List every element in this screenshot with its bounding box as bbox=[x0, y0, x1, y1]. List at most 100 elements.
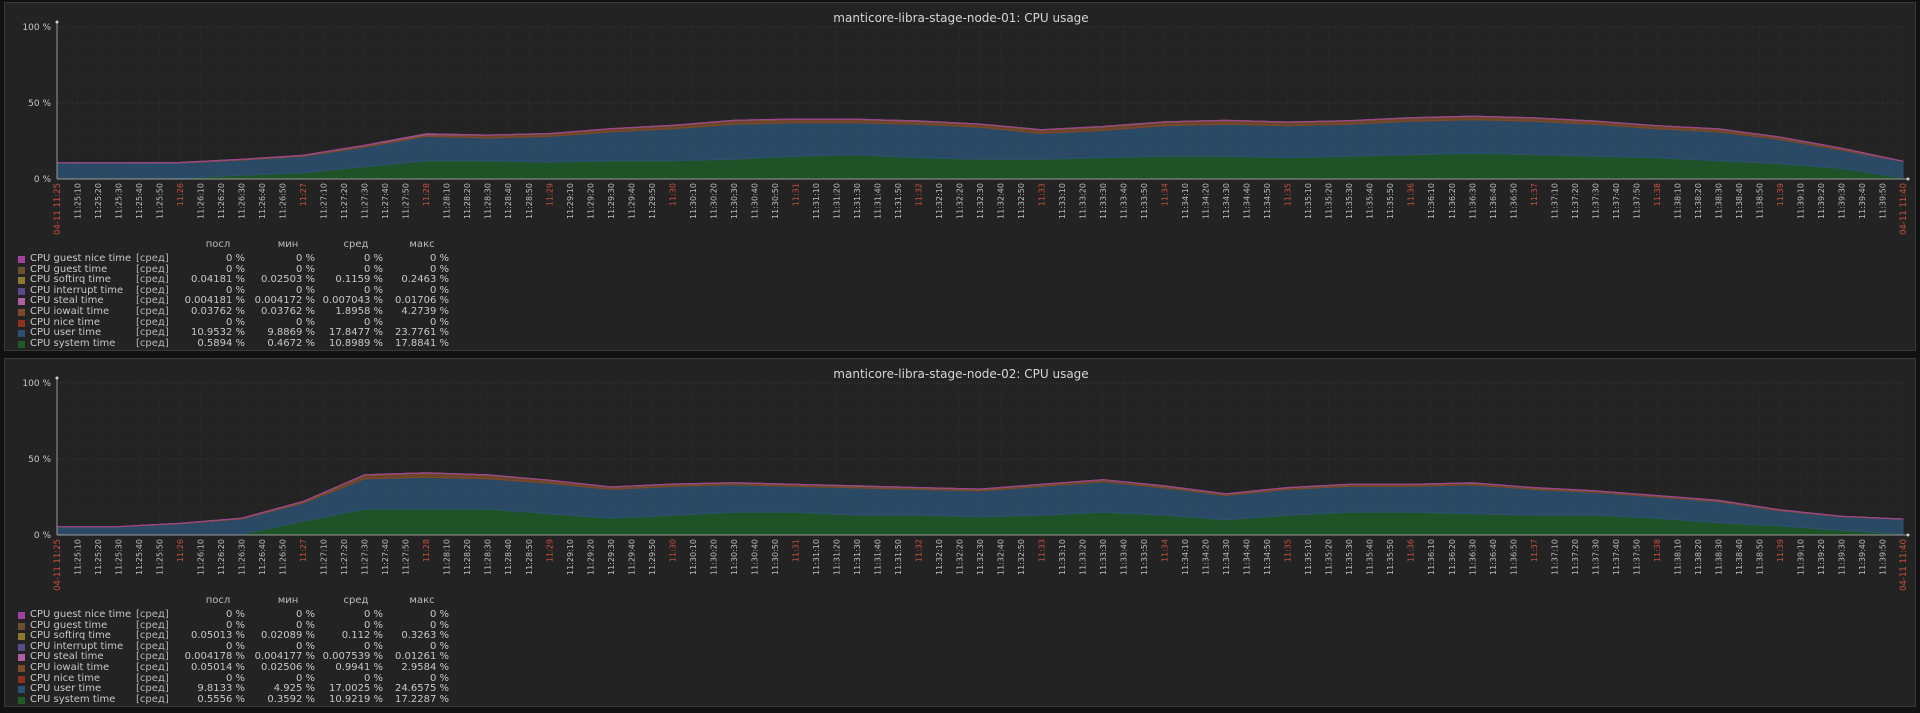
legend-column-header: сред bbox=[343, 239, 369, 250]
x-tick-label: 11:35 bbox=[1284, 539, 1293, 562]
legend-series-name: CPU user time bbox=[30, 327, 102, 339]
x-tick-label: 11:26:40 bbox=[258, 183, 267, 219]
legend-avg-value: 0.007539 % bbox=[322, 651, 383, 663]
x-tick-label: 11:37:10 bbox=[1550, 539, 1559, 575]
y-tick-label: 0 % bbox=[34, 531, 52, 541]
x-tick-label: 11:39:10 bbox=[1796, 539, 1805, 575]
legend-max-value: 0.01261 % bbox=[394, 651, 449, 663]
x-tick-label: 11:28:10 bbox=[443, 183, 452, 219]
x-tick-label: 11:30:30 bbox=[730, 539, 739, 575]
x-tick-label: 11:35:30 bbox=[1345, 539, 1354, 575]
legend-max-value: 0.01706 % bbox=[394, 295, 449, 307]
legend-column-header: макс bbox=[409, 239, 435, 250]
legend-avg-value: 17.8477 % bbox=[328, 327, 383, 339]
legend-color-swatch bbox=[18, 686, 25, 694]
legend-min-value: 0.3592 % bbox=[267, 693, 315, 705]
legend-series-name: CPU softirq time bbox=[30, 630, 111, 642]
x-tick-label: 11:30:10 bbox=[689, 539, 698, 575]
legend-min-value: 0 % bbox=[295, 609, 315, 620]
x-tick-label: 11:33:30 bbox=[1099, 183, 1108, 219]
legend-last-value: 0 % bbox=[225, 619, 245, 631]
legend-avg-value: 0.1159 % bbox=[335, 274, 383, 286]
legend-min-value: 0 % bbox=[295, 263, 315, 275]
legend-min-value: 9.8869 % bbox=[267, 327, 315, 339]
x-tick-label: 11:34:20 bbox=[1202, 183, 1211, 219]
legend-min-value: 0.004172 % bbox=[254, 295, 315, 307]
x-tick-label: 11:29:40 bbox=[627, 183, 636, 219]
x-tick-label: 11:39 bbox=[1776, 183, 1785, 206]
legend-function: [сред] bbox=[136, 316, 169, 328]
x-tick-label: 11:37:20 bbox=[1571, 183, 1580, 219]
x-tick-label: 11:37:40 bbox=[1612, 183, 1621, 219]
x-tick-label: 11:35:10 bbox=[1304, 539, 1313, 575]
legend-series-name: CPU interrupt time bbox=[30, 284, 124, 296]
x-tick-label: 11:26:20 bbox=[217, 539, 226, 575]
x-tick-label: 11:32:30 bbox=[976, 183, 985, 219]
legend-last-value: 0.04181 % bbox=[190, 274, 245, 286]
legend-max-value: 0.2463 % bbox=[401, 274, 449, 286]
x-tick-label: 11:30 bbox=[668, 539, 677, 562]
legend-series-name: CPU guest time bbox=[30, 619, 108, 631]
legend-function: [сред] bbox=[136, 305, 169, 317]
y-tick-label: 100 % bbox=[22, 379, 51, 389]
legend-min-value: 0.02506 % bbox=[260, 661, 315, 673]
x-tick-label: 11:32:30 bbox=[976, 539, 985, 575]
x-tick-label: 11:31:50 bbox=[894, 539, 903, 575]
x-tick-label: 11:27 bbox=[299, 183, 308, 206]
x-tick-label: 11:28:40 bbox=[504, 539, 513, 575]
x-tick-label: 11:31:20 bbox=[832, 539, 841, 575]
x-tick-label: 11:27:40 bbox=[381, 183, 390, 219]
x-tick-label: 11:31:30 bbox=[853, 183, 862, 219]
x-tick-label: 11:35:40 bbox=[1366, 539, 1375, 575]
x-tick-label: 11:32:40 bbox=[997, 183, 1006, 219]
x-tick-label: 11:34:20 bbox=[1202, 539, 1211, 575]
x-tick-label: 11:33:40 bbox=[1120, 539, 1129, 575]
legend-series-name: CPU iowait time bbox=[30, 305, 110, 317]
legend-avg-value: 1.8958 % bbox=[335, 305, 383, 317]
legend-max-value: 0 % bbox=[429, 672, 449, 684]
legend-max-value: 0 % bbox=[429, 640, 449, 652]
legend-function: [сред] bbox=[136, 263, 169, 275]
x-tick-label: 11:25:20 bbox=[94, 539, 103, 575]
x-tick-label: 11:28 bbox=[422, 539, 431, 562]
x-tick-label: 11:35:10 bbox=[1304, 183, 1313, 219]
x-axis-arrow bbox=[1906, 533, 1910, 537]
legend-series-name: CPU nice time bbox=[30, 316, 101, 328]
x-tick-label: 11:38:20 bbox=[1694, 539, 1703, 575]
legend-min-value: 0.4672 % bbox=[267, 337, 315, 349]
legend-max-value: 0 % bbox=[429, 284, 449, 296]
x-tick-label: 11:28:30 bbox=[484, 183, 493, 219]
legend-color-swatch bbox=[18, 664, 25, 672]
x-tick-label: 11:27:20 bbox=[340, 539, 349, 575]
legend-series-name: CPU iowait time bbox=[30, 661, 110, 673]
x-tick-label: 11:25:10 bbox=[74, 183, 83, 219]
legend-column-header: сред bbox=[343, 595, 369, 606]
legend-function: [сред] bbox=[136, 683, 169, 695]
legend-max-value: 0 % bbox=[429, 609, 449, 620]
x-tick-label: 11:28:30 bbox=[484, 539, 493, 575]
chart-title: manticore-libra-stage-node-01: CPU usage bbox=[833, 11, 1089, 25]
x-tick-label: 11:25:50 bbox=[156, 539, 165, 575]
legend-series-name: CPU steal time bbox=[30, 651, 104, 663]
x-tick-label: 11:25:30 bbox=[115, 539, 124, 575]
legend-avg-value: 0 % bbox=[363, 609, 383, 620]
legend-color-swatch bbox=[18, 330, 25, 338]
legend-color-swatch bbox=[18, 319, 25, 327]
x-tick-label: 11:27:10 bbox=[320, 539, 329, 575]
legend-function: [сред] bbox=[136, 619, 169, 631]
x-tick-label: 11:25:40 bbox=[135, 539, 144, 575]
x-tick-label: 11:29:30 bbox=[607, 539, 616, 575]
x-tick-label: 11:35:20 bbox=[1325, 183, 1334, 219]
legend-avg-value: 0 % bbox=[363, 263, 383, 275]
x-tick-label: 11:32 bbox=[914, 539, 923, 562]
x-start-label: 04-11 11:25 bbox=[53, 183, 63, 235]
x-tick-label: 11:37:50 bbox=[1632, 539, 1641, 575]
x-tick-label: 11:29 bbox=[545, 183, 554, 206]
legend-last-value: 0 % bbox=[225, 316, 245, 328]
x-tick-label: 11:30:40 bbox=[750, 183, 759, 219]
chart-title: manticore-libra-stage-node-02: CPU usage bbox=[833, 367, 1089, 381]
legend-series-name: CPU softirq time bbox=[30, 274, 111, 286]
x-tick-label: 11:28:50 bbox=[525, 183, 534, 219]
x-tick-label: 11:27:50 bbox=[402, 183, 411, 219]
y-tick-label: 100 % bbox=[22, 23, 51, 33]
